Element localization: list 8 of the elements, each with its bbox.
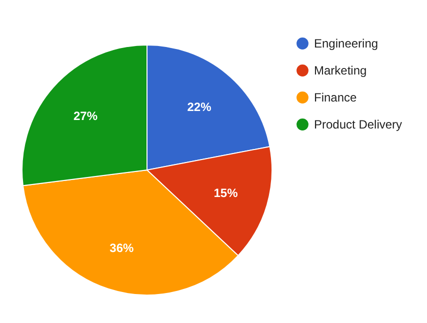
data-label: 15% bbox=[214, 186, 238, 200]
data-label: 27% bbox=[73, 108, 98, 123]
legend-label: Product Delivery bbox=[314, 118, 402, 132]
data-label: 22% bbox=[187, 100, 212, 114]
legend-label: Finance bbox=[314, 90, 358, 104]
legend-label: Engineering bbox=[314, 36, 378, 50]
legend-label: Marketing bbox=[314, 64, 367, 78]
data-label: 36% bbox=[110, 240, 134, 255]
